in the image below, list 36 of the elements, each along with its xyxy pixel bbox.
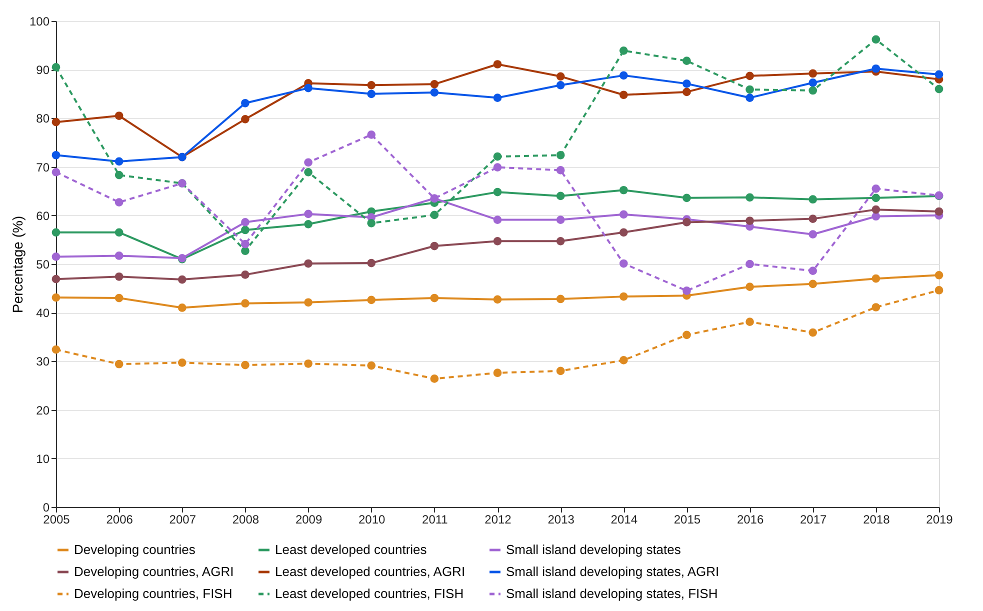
x-tick-label: 2012 [484,512,512,526]
legend-label: Least developed countries, FISH [275,586,464,601]
x-tick-label: 2007 [169,512,196,526]
y-tick-label: 10 [36,452,50,466]
x-tick-label: 2019 [926,512,954,526]
legend-label: Developing countries, FISH [74,586,232,601]
legend-label: Small island developing states [506,542,682,557]
y-tick-label: 20 [36,403,50,418]
x-tick-label: 2009 [295,512,322,526]
legend-label: Developing countries, AGRI [74,564,234,579]
y-tick-label: 60 [36,208,50,223]
legend-label: Small island developing states, AGRI [506,564,720,579]
x-tick-label: 2006 [106,512,134,526]
y-tick-label: 30 [36,354,50,369]
y-tick-label: 50 [36,258,50,272]
x-tick-label: 2010 [358,512,386,526]
y-tick-label: 40 [36,306,50,320]
x-tick-label: 2011 [422,512,448,526]
x-tick-label: 2014 [610,512,638,526]
x-tick-label: 2005 [43,512,70,526]
x-tick-label: 2016 [736,512,764,526]
legend-label: Least developed countries [275,542,428,557]
x-tick-label: 2008 [232,512,260,526]
legend-label: Least developed countries, AGRI [275,564,466,579]
y-tick-label: 80 [36,112,50,126]
legend-label: Developing countries [74,542,196,557]
y-tick-label: 90 [36,63,50,78]
y-axis-title: Percentage (%) [9,216,26,314]
x-tick-label: 2015 [674,512,701,526]
legend-label: Small island developing states, FISH [506,586,718,601]
y-tick-label: 100 [29,14,50,28]
x-tick-label: 2017 [800,512,828,526]
y-tick-label: 70 [36,160,50,174]
x-tick-label: 2013 [548,512,575,526]
y-tick-label: 0 [42,500,50,514]
x-tick-label: 2018 [863,512,890,526]
